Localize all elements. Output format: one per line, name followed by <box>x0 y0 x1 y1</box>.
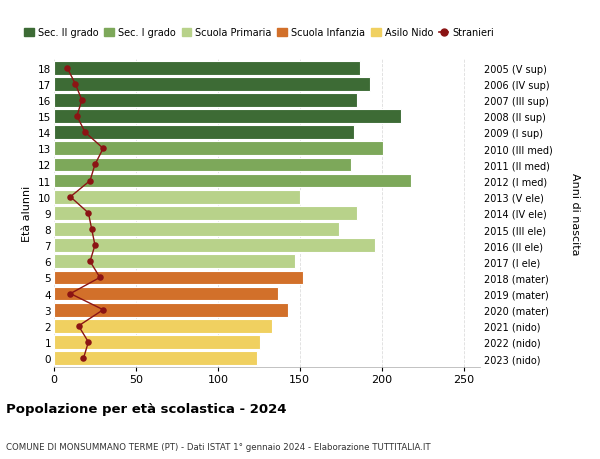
Point <box>77 97 86 104</box>
Point <box>90 242 100 249</box>
Bar <box>54 78 370 91</box>
Point <box>79 355 88 362</box>
Point <box>87 226 97 233</box>
Bar <box>54 336 260 349</box>
Point <box>62 65 72 72</box>
Bar <box>54 352 257 365</box>
Point <box>85 178 95 185</box>
Bar <box>54 207 357 220</box>
Point <box>74 323 83 330</box>
Point <box>72 113 82 121</box>
Y-axis label: Età alunni: Età alunni <box>22 185 32 241</box>
Y-axis label: Anni di nascita: Anni di nascita <box>569 172 580 255</box>
Bar <box>54 174 411 188</box>
Point <box>98 306 108 313</box>
Bar <box>54 223 339 236</box>
Bar <box>54 142 383 156</box>
Bar <box>54 303 289 317</box>
Point <box>95 274 104 281</box>
Point <box>85 258 95 265</box>
Bar <box>54 271 303 285</box>
Bar <box>54 126 354 140</box>
Point <box>71 81 80 88</box>
Bar <box>54 239 375 252</box>
Bar <box>54 62 361 75</box>
Point <box>65 194 75 201</box>
Point <box>80 129 90 137</box>
Bar <box>54 287 278 301</box>
Text: Popolazione per età scolastica - 2024: Popolazione per età scolastica - 2024 <box>6 403 287 415</box>
Bar <box>54 319 272 333</box>
Point <box>83 210 93 217</box>
Bar <box>54 158 350 172</box>
Bar <box>54 255 295 269</box>
Bar <box>54 110 401 123</box>
Bar <box>54 94 357 107</box>
Legend: Sec. II grado, Sec. I grado, Scuola Primaria, Scuola Infanzia, Asilo Nido, Stran: Sec. II grado, Sec. I grado, Scuola Prim… <box>20 24 498 42</box>
Text: COMUNE DI MONSUMMANO TERME (PT) - Dati ISTAT 1° gennaio 2024 - Elaborazione TUTT: COMUNE DI MONSUMMANO TERME (PT) - Dati I… <box>6 442 431 451</box>
Bar <box>54 190 300 204</box>
Point <box>65 290 75 297</box>
Point <box>90 162 100 169</box>
Point <box>83 339 93 346</box>
Point <box>98 146 108 153</box>
